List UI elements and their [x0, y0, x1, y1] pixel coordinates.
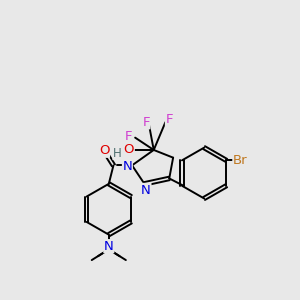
- Text: N: N: [104, 240, 114, 253]
- Text: F: F: [166, 113, 173, 126]
- Text: F: F: [142, 116, 150, 129]
- Text: H: H: [113, 146, 122, 160]
- Text: N: N: [141, 184, 151, 196]
- Text: Br: Br: [233, 154, 248, 167]
- Text: F: F: [124, 130, 132, 142]
- Text: O: O: [99, 144, 110, 157]
- Text: O: O: [124, 143, 134, 157]
- Text: N: N: [122, 160, 132, 173]
